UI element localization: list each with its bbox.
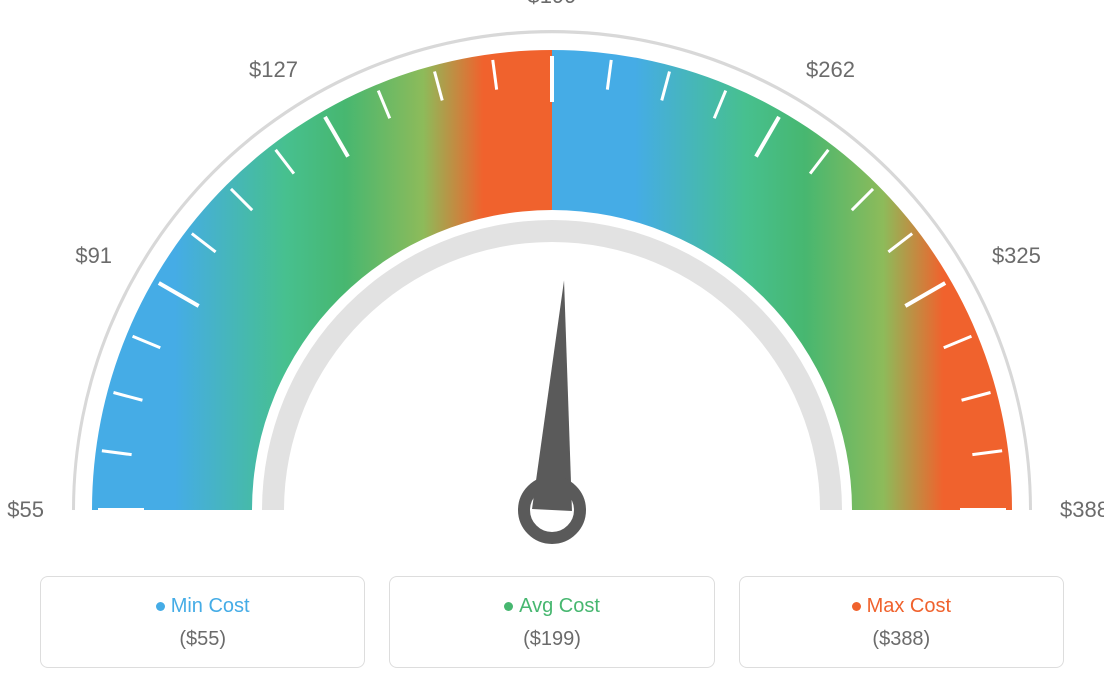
legend-label-min: Min Cost [171, 595, 250, 617]
legend-card-max: Max Cost ($388) [739, 576, 1064, 668]
gauge-tick-label: $388 [1060, 497, 1104, 522]
legend-title-avg: Avg Cost [400, 595, 703, 618]
gauge-svg: $55 $91 $127 $199 $262 $325 $388 [0, 0, 1104, 560]
legend-title-max: Max Cost [750, 595, 1053, 618]
legend-label-avg: Avg Cost [519, 595, 600, 617]
gauge-tick-label: $127 [249, 57, 298, 82]
bullet-avg [504, 602, 513, 611]
legend-card-min: Min Cost ($55) [40, 576, 365, 668]
bullet-min [156, 602, 165, 611]
legend-title-min: Min Cost [51, 595, 354, 618]
cost-gauge-chart: $55 $91 $127 $199 $262 $325 $388 Min Cost ($55… [0, 0, 1104, 690]
gauge-area: $55 $91 $127 $199 $262 $325 $388 [0, 0, 1104, 560]
gauge-band-right [552, 50, 1012, 510]
legend-value-min: ($55) [51, 628, 354, 651]
legend-row: Min Cost ($55) Avg Cost ($199) Max Cost … [40, 576, 1064, 668]
gauge-tick-label: $91 [75, 243, 112, 268]
legend-label-max: Max Cost [867, 595, 951, 617]
bullet-max [852, 602, 861, 611]
gauge-tick-label: $262 [806, 57, 855, 82]
legend-value-avg: ($199) [400, 628, 703, 651]
gauge-tick-label: $325 [992, 243, 1041, 268]
gauge-tick-label: $55 [7, 497, 44, 522]
legend-value-max: ($388) [750, 628, 1053, 651]
legend-card-avg: Avg Cost ($199) [389, 576, 714, 668]
gauge-band-left [92, 50, 552, 510]
gauge-tick-label: $199 [528, 0, 577, 8]
